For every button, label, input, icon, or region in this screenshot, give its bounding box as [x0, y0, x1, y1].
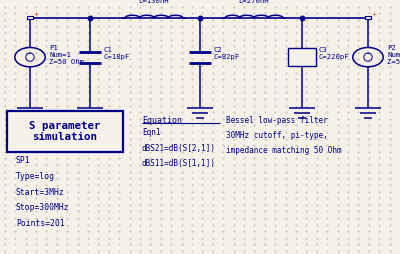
Text: Bessel low-pass filter: Bessel low-pass filter [226, 116, 328, 124]
Text: Points=201: Points=201 [16, 219, 65, 228]
Text: Eqn1: Eqn1 [142, 128, 160, 137]
Bar [27, 16, 32, 19]
Text: C2
C=82pF: C2 C=82pF [213, 47, 240, 60]
Text: S parameter
simulation: S parameter simulation [29, 121, 101, 142]
Text: impedance matching 50 Ohm: impedance matching 50 Ohm [226, 146, 342, 155]
Text: +: + [372, 11, 377, 17]
Text: C1
C=18pF: C1 C=18pF [103, 47, 130, 60]
Text: P1
Num=1
Z=50 Ohm: P1 Num=1 Z=50 Ohm [49, 45, 84, 65]
Text: dBS21=dB(S[2,1]): dBS21=dB(S[2,1]) [142, 144, 216, 152]
Text: L1
L=130nH: L1 L=130nH [139, 0, 169, 4]
Text: Type=log: Type=log [16, 172, 55, 181]
Text: Equation: Equation [142, 116, 182, 124]
Bar [288, 48, 316, 66]
Text: Stop=300MHz: Stop=300MHz [16, 203, 70, 212]
Text: P2
Num=2
Z=50 Ohm: P2 Num=2 Z=50 Ohm [387, 45, 400, 65]
Text: SP1: SP1 [16, 156, 31, 165]
FancyBboxPatch shape [7, 111, 123, 152]
Bar [366, 16, 371, 19]
Text: L2
L=270nH: L2 L=270nH [239, 0, 269, 4]
Text: dBS11=dB(S[1,1]): dBS11=dB(S[1,1]) [142, 159, 216, 168]
Text: 30MHz cutoff, pi-type,: 30MHz cutoff, pi-type, [226, 131, 328, 140]
Text: +: + [34, 11, 39, 17]
Text: C3
C=220pF: C3 C=220pF [319, 47, 350, 60]
Text: Start=3MHz: Start=3MHz [16, 188, 65, 197]
